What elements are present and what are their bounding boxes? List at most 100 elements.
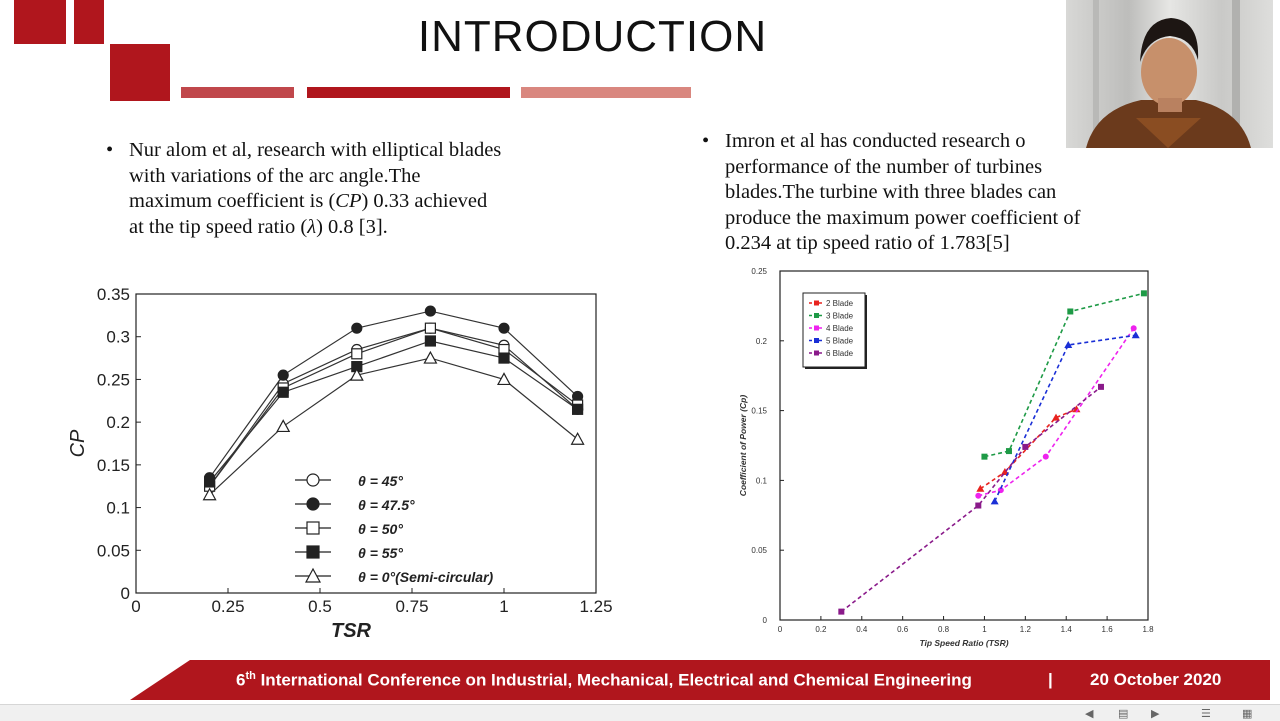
bullet-dot: • [106,139,114,161]
y-tick-label: 0.25 [97,370,130,389]
legend-label: θ = 50° [358,521,403,537]
header-decoration-block [110,44,170,101]
x-tick-label: 1.8 [1142,625,1154,634]
data-point [351,348,363,360]
data-point [277,386,289,398]
series-line [840,386,1102,613]
legend-marker [306,521,320,535]
series-line [993,334,1136,502]
data-point [424,322,436,334]
x-tick-label: 0.8 [938,625,950,634]
data-point [1005,448,1012,455]
data-point [498,322,510,334]
series-line [209,327,578,487]
slide-title: INTRODUCTION [417,12,768,61]
y-tick-label: 0 [121,584,130,603]
x-tick-label: 1 [499,597,508,616]
header-decoration-block [14,0,66,44]
legend-label: 6 Blade [826,349,854,358]
data-point [202,487,217,501]
x-axis-label: Tip Speed Ratio (TSR) [919,638,1008,648]
next-icon[interactable]: ▶ [1151,707,1160,720]
data-point [349,367,364,381]
data-point [1072,405,1081,413]
presenter-video [1086,0,1251,148]
header-stripe [181,87,294,98]
data-point [1097,383,1104,390]
x-tick-label: 1.25 [579,597,612,616]
legend-marker [306,497,320,511]
data-point [570,431,585,445]
y-tick-label: 0.35 [97,285,130,304]
data-point [990,497,999,505]
y-tick-label: 0.2 [756,337,768,346]
legend-marker [304,567,322,583]
data-point [975,502,982,509]
series-line [209,327,578,487]
y-tick-label: 0 [763,616,768,625]
notes-icon[interactable]: ▤ [1118,707,1129,720]
series-line [209,357,578,496]
legend-label: 2 Blade [826,299,854,308]
series-line [984,292,1145,458]
bullet-symbol: CP [335,190,362,212]
prev-icon[interactable]: ◀ [1085,707,1094,720]
legend-marker [814,338,819,343]
bullet-line: at the tip speed ratio (λ) 0.8 [3]. [129,215,589,241]
data-point [1130,325,1137,332]
x-tick-label: 0.6 [897,625,909,634]
legend-marker [306,473,320,487]
data-point [981,453,988,460]
legend-label: θ = 47.5° [358,497,415,513]
y-tick-label: 0.1 [756,476,768,485]
legend-label: 3 Blade [826,312,854,321]
data-point [204,476,216,488]
legend-marker [814,300,819,306]
x-tick-label: 1.6 [1102,625,1114,634]
bullet-text: maximum coefficient is ( [129,190,336,212]
menu-icon[interactable]: ☰ [1201,707,1211,720]
x-axis-label: TSR [331,620,372,640]
y-tick-label: 0.25 [751,267,767,276]
bullet-line: Imron et al has conducted research o [725,130,1026,152]
data-point [424,305,436,317]
bullet-line: with variations of the arc angle.The [129,164,421,187]
y-axis-label: CP [67,429,89,457]
y-tick-label: 0.2 [106,413,130,432]
right-bullet: • Imron et al has conducted research o p… [702,129,1165,257]
y-tick-label: 0.15 [751,407,767,416]
series-line [978,327,1135,497]
player-control-bar: ◀ ▤ ▶ ☰ ▦ [0,704,1280,721]
footer-separator: | [1048,670,1053,689]
data-point [1064,340,1073,348]
footer-banner [130,660,1270,700]
x-tick-label: 1.4 [1061,625,1073,634]
x-tick-label: 0 [778,625,783,634]
bullet-line: performance of the number of turbines [725,155,1043,178]
y-axis-label: Coefficient of Power (Cp) [738,395,748,497]
data-point [838,608,845,615]
bullet-dot: • [702,130,710,152]
data-point [1140,290,1147,297]
header-stripe [307,87,510,98]
cp-vs-tsr-chart: 0 0.25 0.5 0.75 1 1.25 0 0.05 0.1 0.15 0.2 0.25 0.3 0… [67,285,613,640]
data-point [1131,331,1140,339]
x-tick-label: 0.2 [815,625,827,634]
footer-ordinal-suffix: th [245,670,256,682]
series-line [979,408,1077,490]
x-tick-label: 0 [131,597,140,616]
grid-icon[interactable]: ▦ [1242,707,1253,720]
data-point [1022,443,1029,450]
legend-label: 5 Blade [826,337,854,346]
header-decoration-block [74,0,104,44]
bullet-text: ) 0.8 [3]. [316,215,388,238]
legend-marker [814,313,819,318]
data-point [496,372,512,386]
footer-date: 20 October 2020 [1090,670,1222,689]
y-tick-label: 0.05 [97,541,130,560]
legend-label: θ = 0°(Semi-circular) [358,569,494,585]
series-line [209,310,579,479]
presenter-webcam [1066,0,1273,148]
bullet-line: 0.234 at tip speed ratio of 1.783[5] [725,232,1010,254]
data-point [351,322,363,334]
